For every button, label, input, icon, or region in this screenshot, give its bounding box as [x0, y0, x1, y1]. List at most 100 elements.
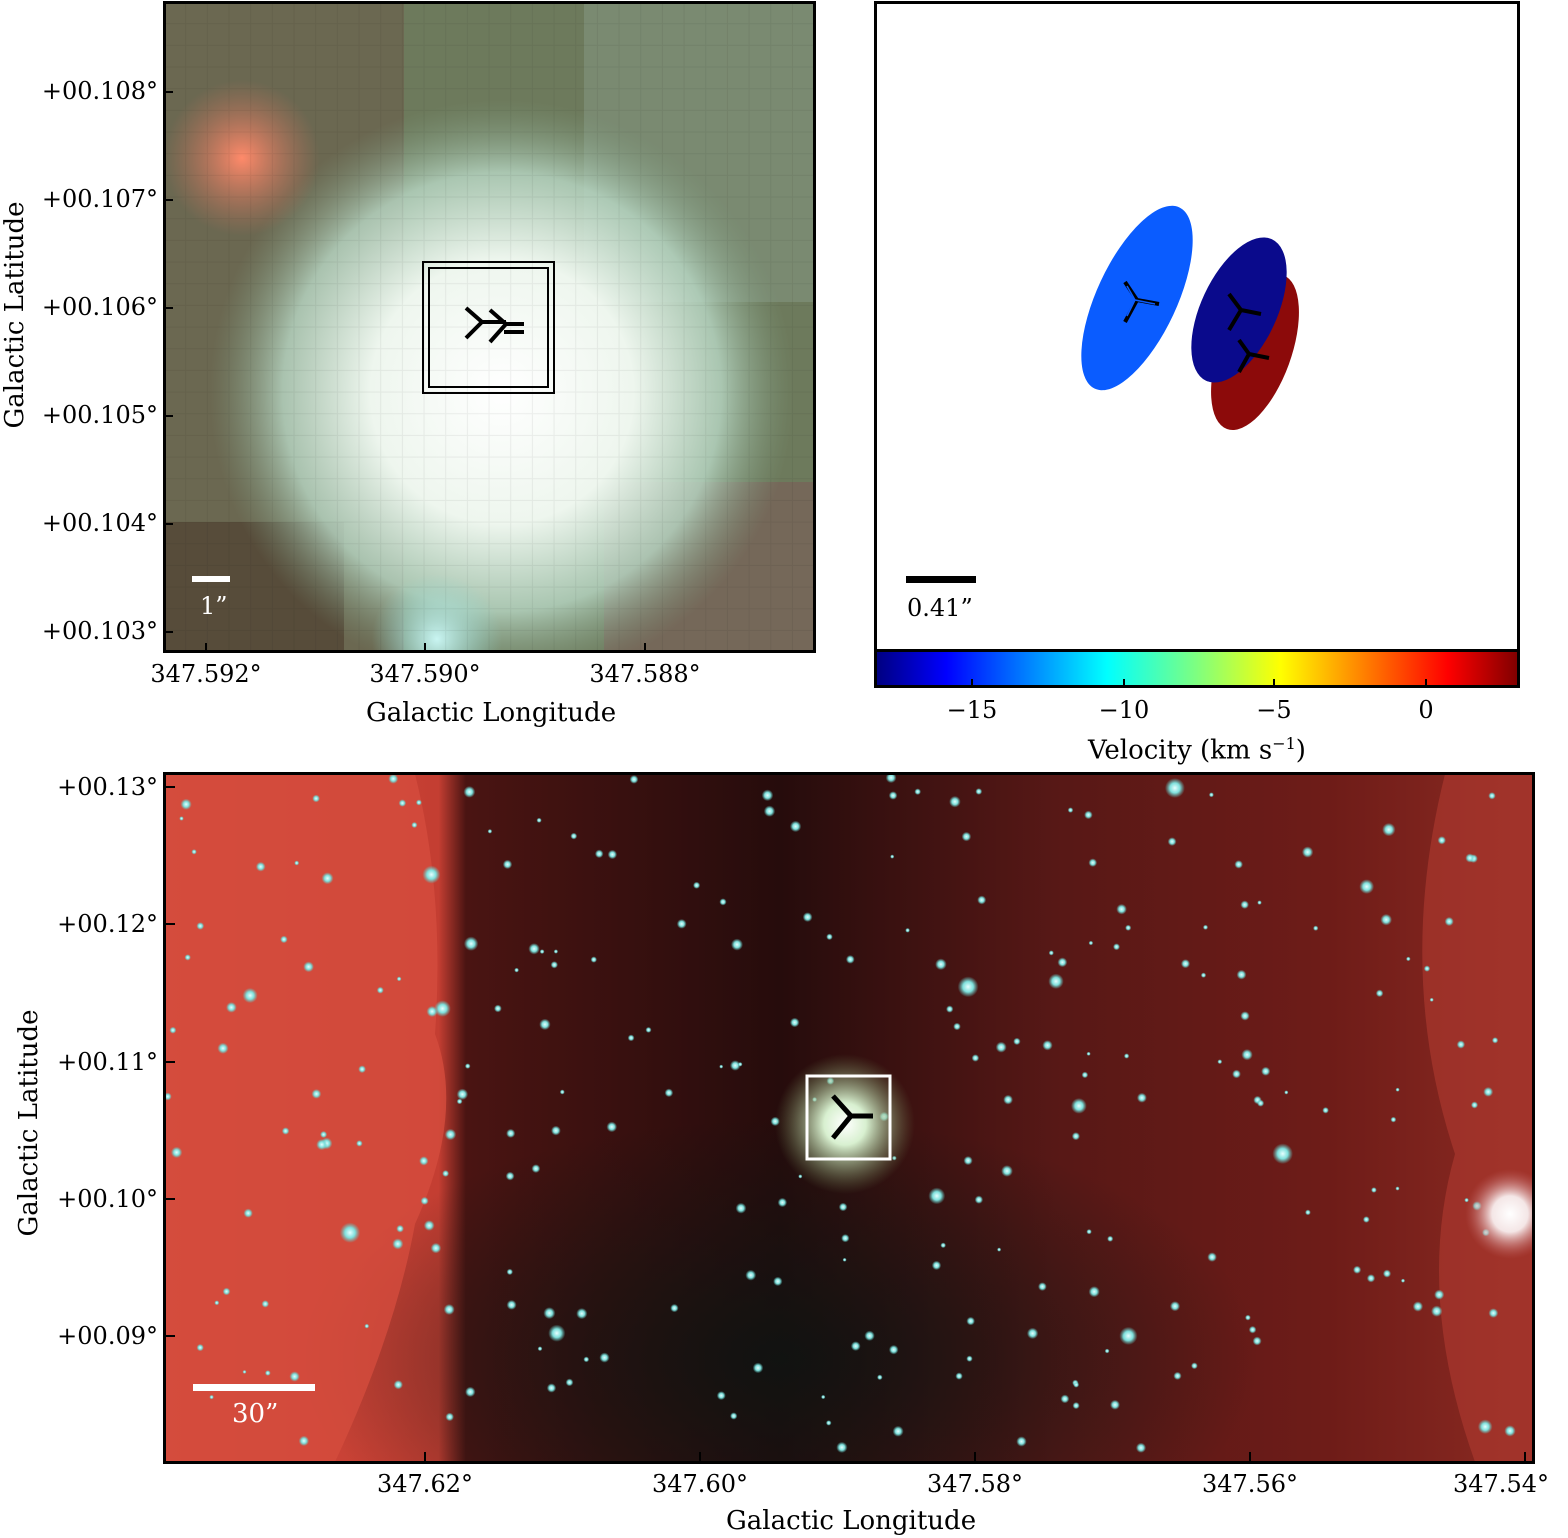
zoom-ticks: [163, 91, 646, 653]
colorbar-tick: −5: [1256, 696, 1292, 724]
star: [1088, 858, 1098, 867]
star: [1305, 1209, 1311, 1216]
zoom-scalebar: [192, 576, 230, 582]
star: [464, 1063, 471, 1069]
star: [957, 976, 979, 998]
star: [1313, 925, 1319, 931]
star: [719, 898, 727, 906]
maser-scalebar: [906, 576, 976, 583]
star: [1073, 1381, 1080, 1388]
star: [442, 1170, 450, 1177]
star: [536, 817, 542, 823]
star: [1477, 1419, 1493, 1434]
star: [1406, 956, 1411, 962]
maser-scalebar-label: 0.41”: [907, 594, 973, 622]
star: [1086, 1051, 1091, 1056]
star: [506, 1268, 513, 1276]
wide-y-tick: +00.09°: [57, 1322, 158, 1350]
star: [1434, 1289, 1445, 1300]
star: [1248, 1325, 1257, 1334]
star: [1081, 1071, 1089, 1079]
star: [1257, 900, 1262, 905]
star: [888, 1344, 899, 1355]
star: [1444, 916, 1454, 927]
star: [1167, 837, 1177, 846]
star: [1180, 959, 1191, 969]
star: [321, 872, 334, 885]
star: [995, 1041, 1007, 1053]
star: [1048, 950, 1054, 956]
star: [1026, 1327, 1039, 1340]
star: [184, 954, 191, 961]
star: [761, 789, 774, 802]
star: [1107, 1235, 1114, 1242]
star: [1123, 1053, 1130, 1059]
star: [456, 1088, 469, 1100]
star: [1060, 1394, 1070, 1404]
star: [565, 1378, 574, 1387]
star: [977, 895, 987, 905]
star: [1437, 836, 1447, 845]
wide-field-image: 30”: [165, 774, 1533, 1462]
star: [514, 967, 519, 973]
star: [1125, 924, 1132, 931]
star: [539, 1018, 551, 1031]
star: [716, 1391, 726, 1401]
star: [1208, 792, 1214, 798]
star: [217, 1042, 229, 1054]
maser-spots: 0.41”: [906, 205, 1299, 622]
star: [583, 1356, 590, 1363]
star: [676, 919, 687, 929]
star: [763, 805, 776, 817]
star: [169, 1026, 177, 1034]
star: [1353, 1265, 1362, 1274]
star: [1390, 1116, 1397, 1123]
star: [905, 927, 910, 933]
star: [364, 1323, 370, 1329]
star: [1207, 1252, 1217, 1262]
star: [826, 933, 833, 941]
star: [506, 1299, 517, 1310]
star: [885, 774, 897, 784]
source-box-inner: [428, 267, 549, 388]
star: [430, 1242, 442, 1254]
star: [422, 865, 441, 884]
star: [845, 955, 855, 964]
wide-x-tick: 347.56°: [1202, 1470, 1298, 1498]
star: [1119, 1326, 1138, 1345]
star: [729, 1060, 741, 1071]
zoom-x-tick: 347.588°: [589, 660, 701, 688]
star: [553, 949, 559, 954]
star: [311, 1089, 322, 1099]
zoom-x-tick: 347.592°: [150, 660, 262, 688]
star: [1252, 1336, 1262, 1346]
star: [1301, 846, 1314, 858]
star: [505, 1171, 515, 1181]
star: [1003, 1094, 1013, 1105]
maser-marker-icon: [831, 1094, 873, 1140]
star: [445, 1412, 455, 1422]
star: [312, 794, 320, 803]
star: [289, 1371, 300, 1382]
star: [606, 1121, 618, 1133]
zoom-y-tick: +00.106°: [41, 293, 158, 321]
star: [1001, 1165, 1013, 1177]
star: [242, 987, 258, 1004]
zoom-y-tick: +00.103°: [41, 617, 158, 645]
zoom-x-axis-title: Galactic Longitude: [366, 698, 617, 728]
star: [599, 1352, 610, 1363]
star: [731, 938, 743, 951]
star: [1084, 810, 1093, 820]
star: [1072, 1402, 1080, 1410]
star: [1429, 997, 1434, 1002]
zoom-x-tick: 347.590°: [369, 660, 481, 688]
star: [752, 1362, 764, 1374]
star: [243, 1208, 253, 1218]
star: [550, 961, 558, 969]
star: [463, 936, 479, 951]
star: [745, 1269, 757, 1281]
star: [298, 1435, 310, 1447]
star: [1136, 1092, 1147, 1103]
zoom-y-tick: +00.108°: [41, 77, 158, 105]
star: [320, 1130, 328, 1139]
